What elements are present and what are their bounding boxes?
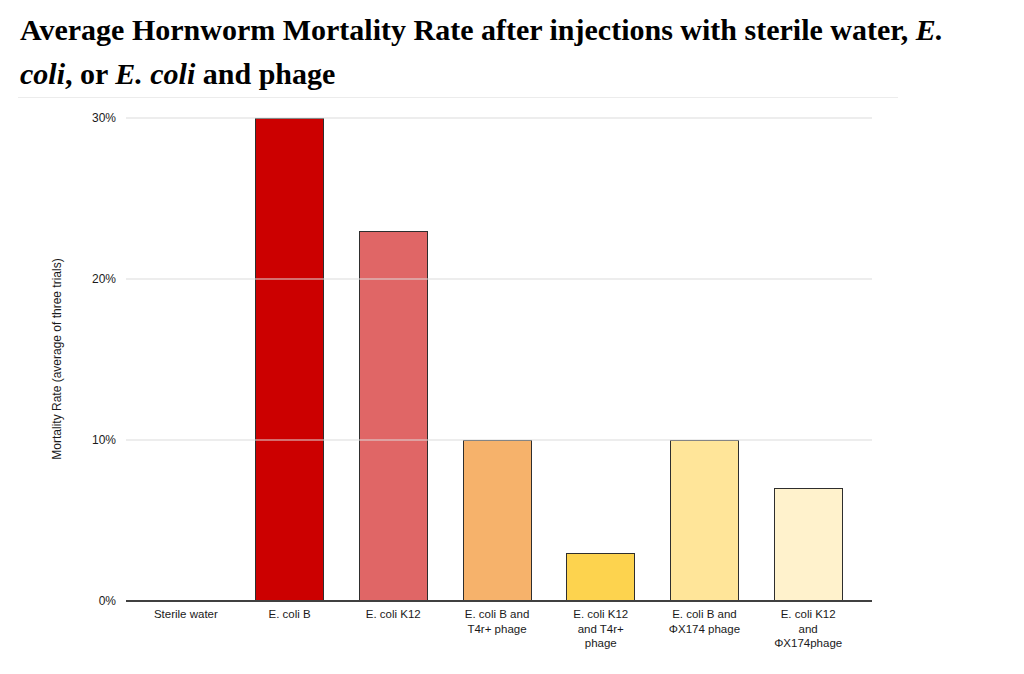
gridline-20pct <box>126 278 872 279</box>
bar-slot-e-coli-k12-and-t4r-phage <box>549 118 653 601</box>
x-category-label-line: phage <box>549 636 653 651</box>
x-category-label-line: E. coli K12 <box>341 607 445 622</box>
gridline-10pct <box>126 439 872 440</box>
x-axis-line <box>126 600 872 602</box>
y-tick-label-30pct: 30% <box>92 111 116 125</box>
bar-slot-e-coli-k12-and-x174phage <box>756 118 860 601</box>
x-category-labels: Sterile waterE. coli BE. coli K12E. coli… <box>134 607 860 651</box>
bar-e-coli-k12 <box>359 231 428 601</box>
x-category-label-e-coli-k12: E. coli K12 <box>341 607 445 651</box>
x-category-label-line: ΦX174 phage <box>653 622 757 637</box>
divider-line <box>18 97 898 98</box>
y-tick-label-0pct: 0% <box>99 594 116 608</box>
x-category-label-line: Sterile water <box>134 607 238 622</box>
x-category-label-e-coli-b-and-x174-phage: E. coli B andΦX174 phage <box>653 607 757 651</box>
x-category-label-e-coli-k12-and-x174phage: E. coli K12andΦX174phage <box>756 607 860 651</box>
bar-e-coli-b <box>255 118 324 601</box>
title-segment: Average Hornworm Mortality Rate after in… <box>20 13 916 46</box>
title-segment: , or <box>65 57 115 90</box>
x-category-label-e-coli-b: E. coli B <box>238 607 342 651</box>
chart-title-line: coli, or E. coli and phage <box>20 52 943 96</box>
bar-e-coli-b-and-x174-phage <box>670 440 739 601</box>
plot-area <box>126 118 872 601</box>
chart-title: Average Hornworm Mortality Rate after in… <box>20 8 943 96</box>
x-category-label-line: ΦX174phage <box>756 636 860 651</box>
bar-slot-sterile-water <box>134 118 238 601</box>
bar-e-coli-k12-and-t4r-phage <box>566 553 635 601</box>
x-category-label-line: E. coli K12 <box>549 607 653 622</box>
x-category-label-line: E. coli B and <box>445 607 549 622</box>
bar-e-coli-b-and-t4r-phage <box>463 440 532 601</box>
x-category-label-line: and <box>756 622 860 637</box>
title-italic-segment: E. coli <box>115 57 195 90</box>
y-tick-label-10pct: 10% <box>92 433 116 447</box>
bar-e-coli-k12-and-x174phage <box>774 488 843 601</box>
bar-slot-e-coli-b-and-x174-phage <box>653 118 757 601</box>
y-tick-labels: 0%10%20%30% <box>0 118 116 601</box>
x-category-label-e-coli-b-and-t4r-phage: E. coli B andT4r+ phage <box>445 607 549 651</box>
title-italic-segment: coli <box>20 57 65 90</box>
x-category-label-line: T4r+ phage <box>445 622 549 637</box>
x-category-label-e-coli-k12-and-t4r-phage: E. coli K12and T4r+phage <box>549 607 653 651</box>
y-tick-label-20pct: 20% <box>92 272 116 286</box>
chart-title-line: Average Hornworm Mortality Rate after in… <box>20 8 943 52</box>
page: Average Hornworm Mortality Rate after in… <box>0 0 1024 674</box>
bar-slots <box>134 118 860 601</box>
x-category-label-line: E. coli B and <box>653 607 757 622</box>
x-category-label-sterile-water: Sterile water <box>134 607 238 651</box>
x-category-label-line: E. coli B <box>238 607 342 622</box>
bar-slot-e-coli-b <box>238 118 342 601</box>
x-category-label-line: E. coli K12 <box>756 607 860 622</box>
title-italic-segment: E. <box>916 13 944 46</box>
title-segment: and phage <box>195 57 335 90</box>
x-category-label-line: and T4r+ <box>549 622 653 637</box>
bar-slot-e-coli-b-and-t4r-phage <box>445 118 549 601</box>
bar-slot-e-coli-k12 <box>341 118 445 601</box>
gridline-30pct <box>126 118 872 119</box>
